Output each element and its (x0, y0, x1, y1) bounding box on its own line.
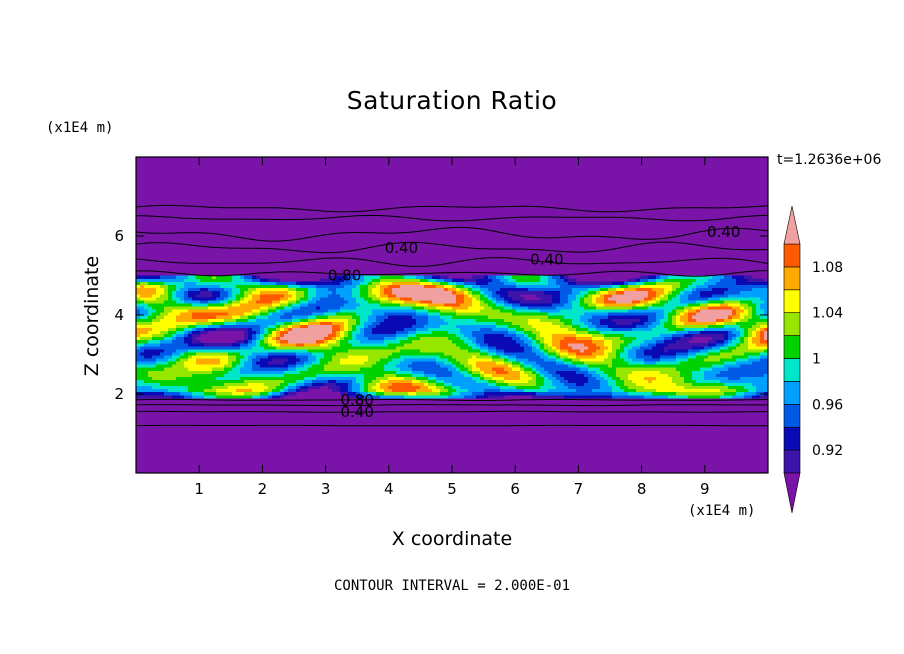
x-axis: 1 2 3 4 5 6 7 8 9 (194, 157, 710, 498)
contour-label: 0.80 (328, 267, 361, 285)
colorbar-segment (783, 426, 801, 451)
contour-label: 0.40 (340, 403, 373, 421)
colorbar-segment (783, 403, 801, 428)
y-tick-label: 6 (114, 227, 124, 245)
colorbar-tick-label: 1.08 (812, 260, 843, 276)
contour-line (135, 257, 769, 267)
contour-interval-label: CONTOUR INTERVAL = 2.000E-01 (333, 578, 571, 594)
y-axis-label: Z coordinate (81, 255, 103, 377)
contour-line (135, 204, 769, 213)
chart-title: Saturation Ratio (346, 86, 558, 115)
y-tick-label: 4 (114, 306, 124, 324)
x-tick-label: 3 (321, 480, 331, 498)
contour-line (135, 404, 768, 407)
x-unit-label: (x1E4 m) (688, 503, 756, 519)
x-tick-label: 6 (510, 480, 520, 498)
y-axis: 2 4 6 (114, 227, 768, 403)
colorbar-tick-label: 1 (812, 352, 821, 368)
contour-lines (135, 204, 769, 427)
contour-line (135, 226, 769, 242)
x-tick-label: 5 (447, 480, 457, 498)
heatmap-cells (136, 275, 769, 399)
contour-line (135, 398, 769, 401)
contour-label: 0.40 (530, 251, 563, 269)
contour-line (136, 214, 769, 222)
colorbar-tick-label: 0.96 (812, 397, 843, 413)
colorbar-extend-max (783, 205, 801, 245)
colorbar: 0.92 0.96 1 1.04 1.08 (783, 205, 843, 514)
x-axis-label: X coordinate (391, 528, 513, 550)
x-tick-label: 2 (258, 480, 268, 498)
colorbar-tick-label: 1.04 (812, 306, 843, 322)
colorbar-segment (783, 312, 801, 336)
colorbar-segment (783, 381, 801, 405)
colorbar-segment (783, 266, 801, 291)
x-tick-label: 7 (574, 480, 584, 498)
contour-line (136, 410, 768, 413)
colorbar-segment (783, 243, 801, 268)
colorbar-segment (783, 289, 801, 313)
x-tick-label: 8 (637, 480, 647, 498)
x-tick-label: 4 (384, 480, 394, 498)
y-tick-label: 2 (114, 385, 124, 403)
contour-line (135, 241, 768, 254)
time-label: t=1.2636e+06 (777, 152, 882, 168)
colorbar-segment (783, 335, 801, 359)
colorbar-segment (783, 449, 801, 474)
colorbar-extend-min (783, 472, 801, 514)
colorbar-tick-label: 0.92 (812, 443, 843, 459)
contour-line (135, 270, 769, 277)
contour-labels: 0.400.400.400.800.800.40 (328, 223, 741, 421)
x-tick-label: 9 (700, 480, 710, 498)
colorbar-segment (783, 358, 801, 382)
contour-label: 0.40 (707, 223, 740, 241)
y-unit-label: (x1E4 m) (46, 120, 114, 136)
x-tick-label: 1 (194, 480, 204, 498)
contour-label: 0.80 (340, 391, 373, 409)
contour-label: 0.40 (385, 239, 418, 257)
